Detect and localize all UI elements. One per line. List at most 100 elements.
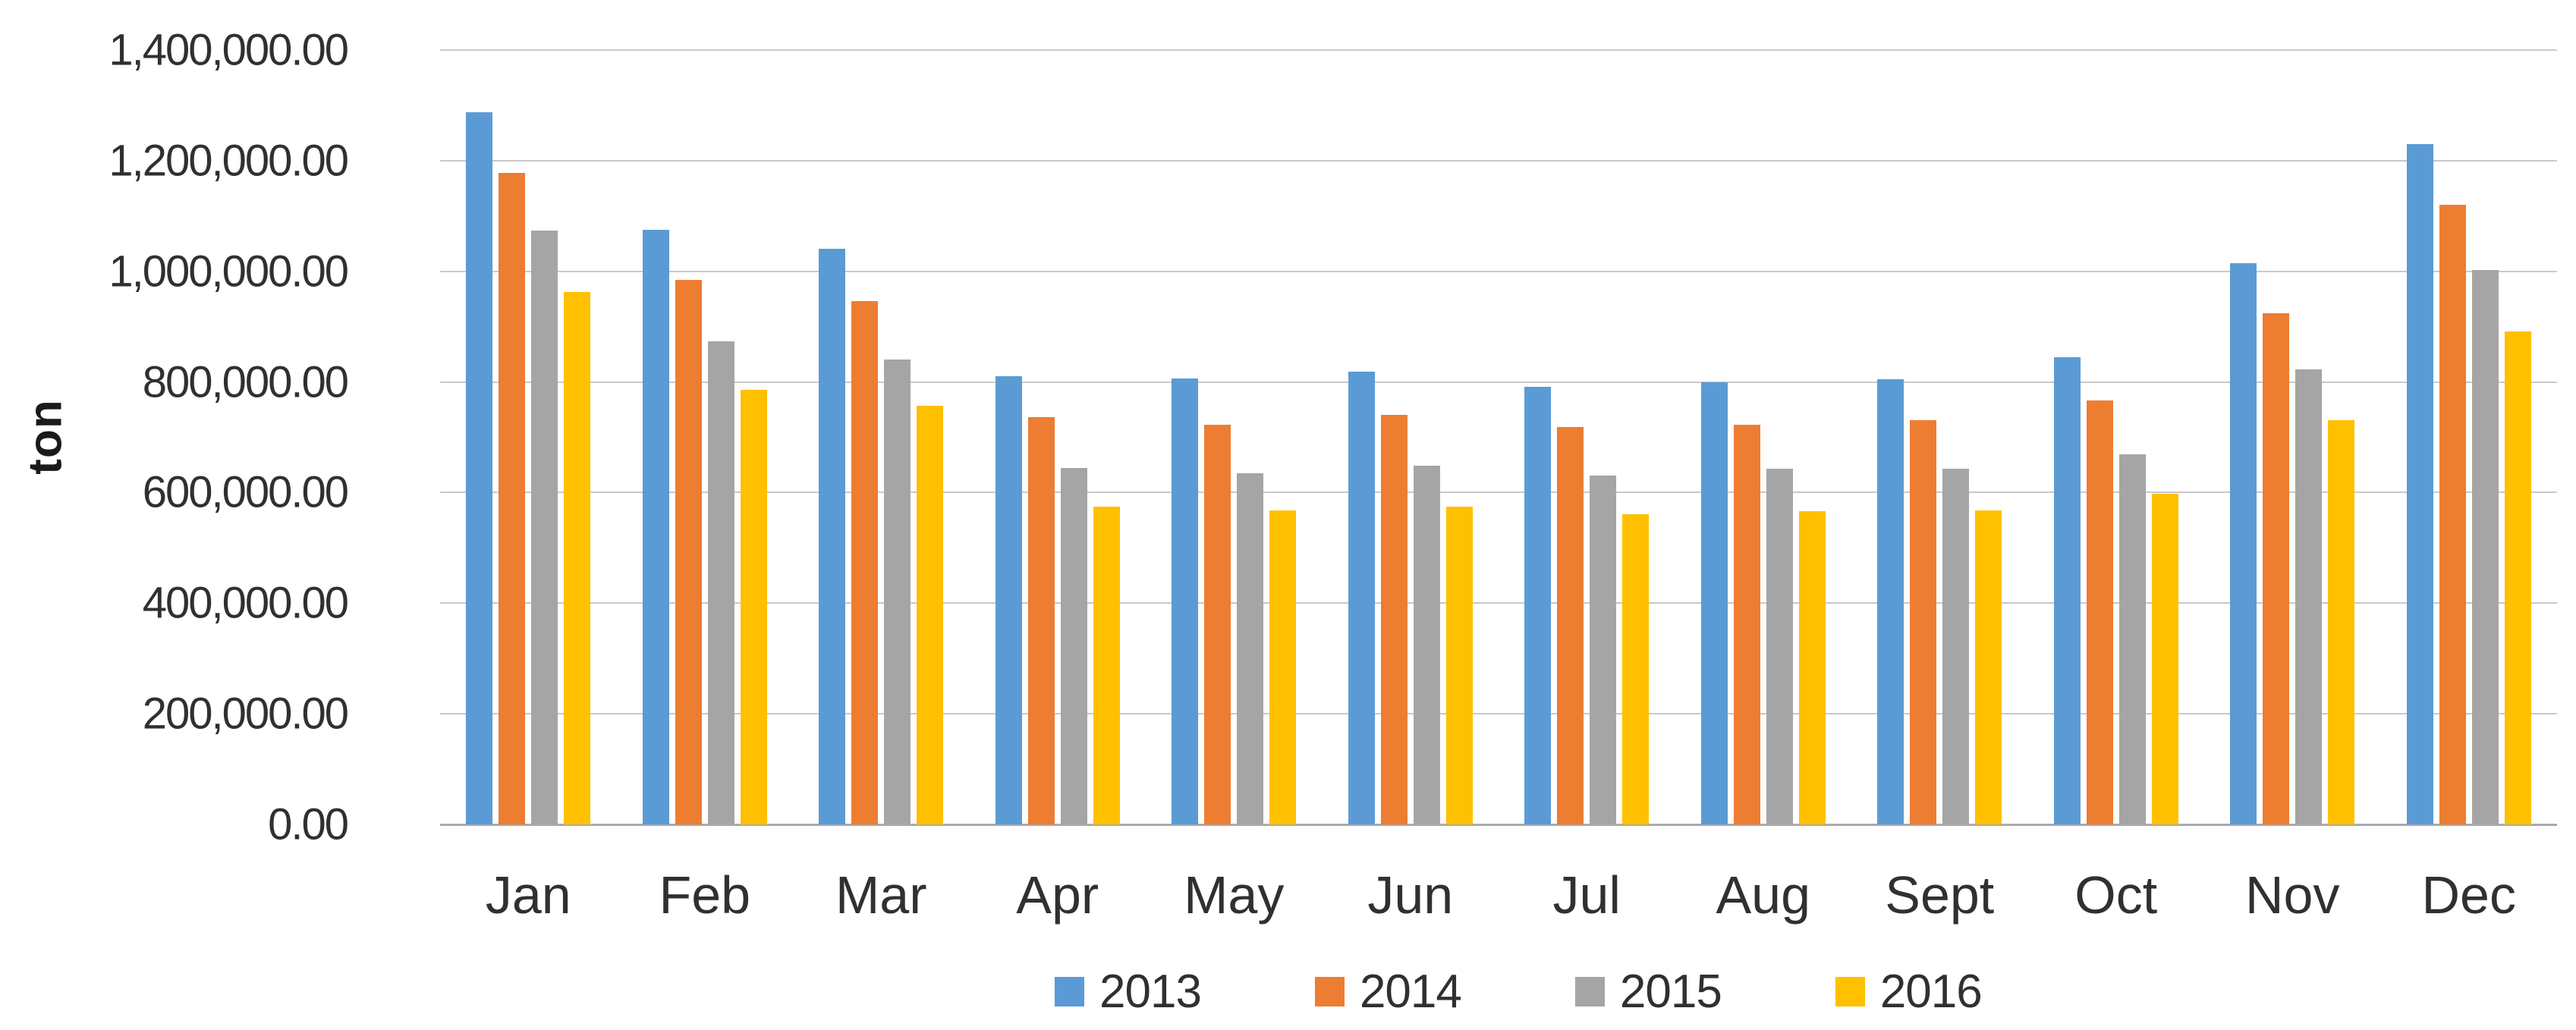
x-tick-label-aug: Aug xyxy=(1716,865,1811,925)
bar-2014-mar xyxy=(851,301,879,824)
bar-2015-may xyxy=(1237,473,1264,824)
x-tick-label-apr: Apr xyxy=(1016,865,1099,925)
gridline-600000 xyxy=(440,491,2557,494)
bar-2015-sept xyxy=(1942,469,1970,824)
legend-item-2014: 2014 xyxy=(1314,965,1462,1019)
bar-group-jul xyxy=(1499,50,1675,824)
bar-2014-apr xyxy=(1027,417,1055,824)
bar-2014-jun xyxy=(1380,415,1408,824)
bar-group-apr xyxy=(970,50,1146,824)
bar-2015-dec xyxy=(2471,270,2499,824)
bar-group-may xyxy=(1146,50,1323,824)
bar-2015-jun xyxy=(1413,466,1440,824)
bar-2016-may xyxy=(1269,510,1297,824)
bar-2015-nov xyxy=(2295,369,2323,824)
bar-2013-sept xyxy=(1877,379,1904,824)
bar-2015-apr xyxy=(1060,468,1087,824)
bar-2013-jan xyxy=(466,112,493,824)
gridline-1400000 xyxy=(440,49,2557,51)
x-tick-label-jun: Jun xyxy=(1367,865,1454,925)
bar-2014-sept xyxy=(1910,420,1937,824)
bar-2015-mar xyxy=(884,360,911,824)
bar-2014-oct xyxy=(2086,400,2113,824)
bar-2015-aug xyxy=(1766,469,1793,824)
bar-2016-apr xyxy=(1093,507,1120,824)
bar-2014-nov xyxy=(2263,313,2290,824)
bar-2013-feb xyxy=(642,230,669,824)
bar-2014-feb xyxy=(675,280,702,824)
bar-2015-oct xyxy=(2118,454,2146,824)
gridline-1200000 xyxy=(440,159,2557,162)
y-tick-label-600000: 600,000.00 xyxy=(142,467,349,517)
bar-2014-jul xyxy=(1557,427,1584,824)
x-tick-label-oct: Oct xyxy=(2074,865,2158,925)
bar-2013-jun xyxy=(1348,372,1375,824)
legend-swatch-2014 xyxy=(1314,977,1345,1006)
bar-2014-dec xyxy=(2439,205,2466,824)
bar-2015-feb xyxy=(707,341,734,824)
legend-swatch-2015 xyxy=(1574,977,1605,1006)
bar-2016-feb xyxy=(740,390,767,824)
bar-group-oct xyxy=(2028,50,2205,824)
x-tick-label-jul: Jul xyxy=(1552,865,1621,925)
bar-2013-jul xyxy=(1524,387,1552,824)
gridline-800000 xyxy=(440,381,2557,383)
y-tick-label-1200000: 1,200,000.00 xyxy=(109,136,349,186)
legend-label-2016: 2016 xyxy=(1879,966,1983,1018)
bar-2016-jun xyxy=(1445,507,1473,824)
y-tick-label-0: 0.00 xyxy=(268,799,349,849)
legend-item-2015: 2015 xyxy=(1574,965,1722,1019)
y-axis-title: ton xyxy=(19,399,72,475)
legend-label-2015: 2015 xyxy=(1619,966,1722,1018)
x-tick-label-dec: Dec xyxy=(2421,865,2516,925)
bar-2016-sept xyxy=(1975,510,2002,824)
bar-group-jun xyxy=(1323,50,1499,824)
bar-2016-jan xyxy=(564,292,591,824)
y-tick-label-1400000: 1,400,000.00 xyxy=(109,25,349,75)
bar-2013-dec xyxy=(2406,144,2433,824)
bar-group-feb xyxy=(617,50,794,824)
bar-2016-oct xyxy=(2151,494,2178,824)
legend-swatch-2016 xyxy=(1835,977,1865,1006)
legend-label-2014: 2014 xyxy=(1359,966,1462,1018)
x-tick-label-may: May xyxy=(1184,865,1285,925)
y-tick-label-1000000: 1,000,000.00 xyxy=(109,247,349,297)
bar-2016-mar xyxy=(917,406,944,824)
bar-2013-may xyxy=(1172,378,1199,824)
legend-item-2016: 2016 xyxy=(1835,965,1983,1019)
x-tick-label-sept: Sept xyxy=(1885,865,1995,925)
bar-2016-dec xyxy=(2504,331,2531,824)
gridline-400000 xyxy=(440,602,2557,604)
bar-2013-nov xyxy=(2230,263,2257,824)
gridline-200000 xyxy=(440,713,2557,715)
bar-2014-jan xyxy=(499,173,526,824)
x-tick-label-jan: Jan xyxy=(485,865,571,925)
bar-2015-jan xyxy=(531,231,558,824)
bar-group-dec xyxy=(2381,50,2558,824)
y-tick-label-800000: 800,000.00 xyxy=(142,357,349,407)
bar-2013-oct xyxy=(2053,357,2081,824)
bar-group-sept xyxy=(1851,50,2028,824)
legend: 2013 2014 2015 2016 xyxy=(1055,965,1983,1019)
bar-2013-apr xyxy=(995,376,1022,824)
legend-label-2013: 2013 xyxy=(1099,966,1202,1018)
bar-2014-may xyxy=(1204,425,1231,824)
y-tick-label-200000: 200,000.00 xyxy=(142,689,349,739)
bar-2016-jul xyxy=(1622,514,1650,824)
bar-2014-aug xyxy=(1733,425,1760,824)
bar-group-jan xyxy=(440,50,617,824)
bar-2015-jul xyxy=(1590,476,1617,824)
x-tick-label-mar: Mar xyxy=(835,865,927,925)
bar-2016-nov xyxy=(2328,420,2355,824)
bar-2013-aug xyxy=(1700,382,1728,824)
legend-item-2013: 2013 xyxy=(1055,965,1202,1019)
y-tick-label-400000: 400,000.00 xyxy=(142,578,349,628)
x-tick-label-feb: Feb xyxy=(659,865,751,925)
legend-swatch-2013 xyxy=(1055,977,1084,1006)
bar-group-aug xyxy=(1675,50,1852,824)
bar-2013-mar xyxy=(819,249,846,824)
x-axis-line xyxy=(440,824,2557,826)
bar-group-mar xyxy=(793,50,970,824)
x-tick-label-nov: Nov xyxy=(2245,865,2340,925)
